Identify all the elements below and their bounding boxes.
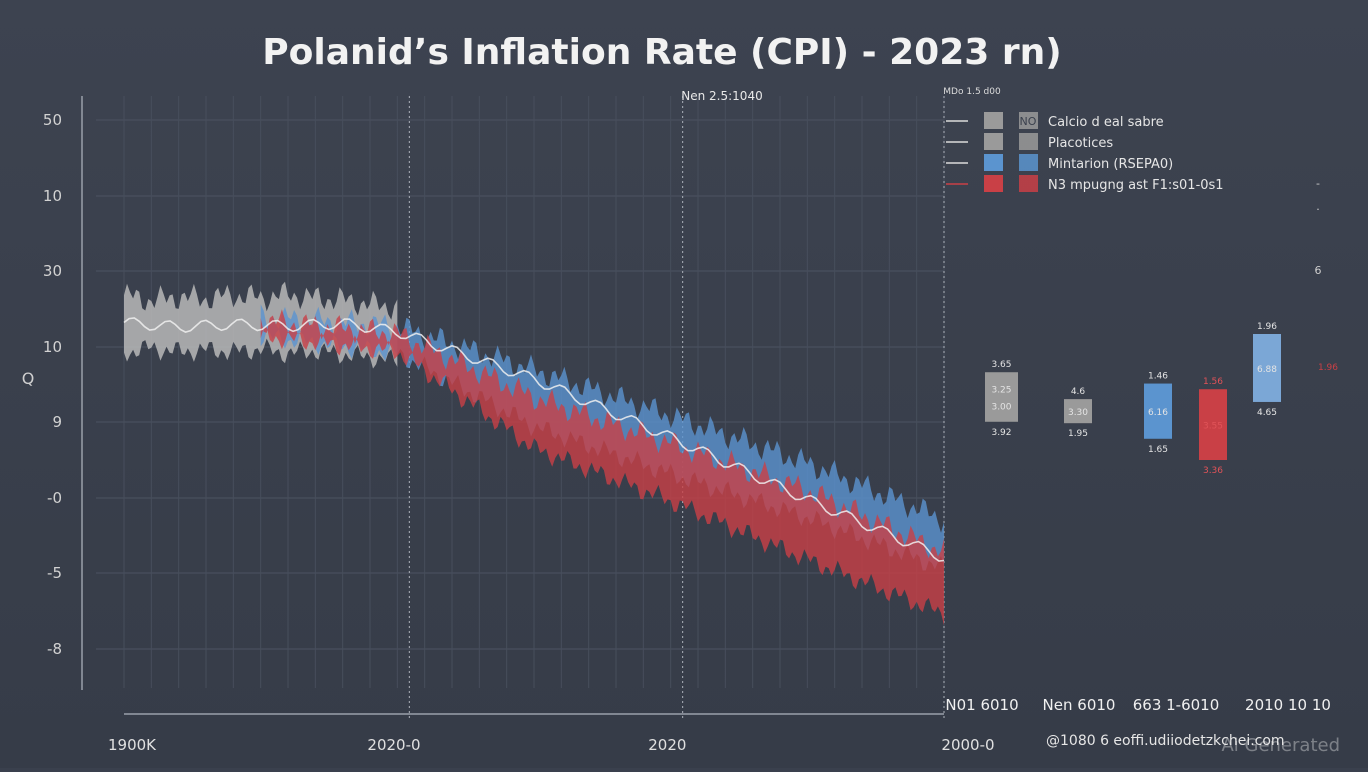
labels-layer: 50 10 30 10 9 -0 -5 -8 1900K 2020-0 2020 2000-0 3.65… [43, 111, 1338, 754]
y-tick-label: 50 [43, 111, 62, 129]
bar-label: 1.56 [1203, 377, 1223, 387]
y-tick-label: 30 [43, 262, 62, 280]
floating-bar [1199, 389, 1227, 460]
bar-label: 3.55 [1203, 422, 1223, 432]
legend-swatch-2 [1019, 133, 1038, 150]
bar-label: 3.30 [1068, 408, 1088, 418]
bar-label: 1.95 [1068, 429, 1088, 439]
chart-subtitle: Nen 2.5:1040 [681, 89, 762, 103]
right-edge-label: - [1316, 177, 1320, 190]
legend-swatch-2 [1019, 154, 1038, 171]
legend-header: MDo 1.5 d00 [943, 87, 1001, 97]
legend-label: Calcio d eal sabre [1048, 115, 1164, 130]
legend-code: NO [1020, 115, 1037, 128]
y-tick-label: 10 [43, 187, 62, 205]
bar-label: 3.65 [991, 360, 1011, 370]
legend: Calcio d eal sabre NO Placotices Mintarion … [946, 112, 1224, 193]
right-edge-label: . [1316, 200, 1320, 213]
bar-category-label: 2010 10 10 [1245, 696, 1331, 714]
bar-category-label: Nen 6010 [1043, 696, 1116, 714]
bars-layer [985, 334, 1281, 460]
bar-label: 3.36 [1203, 466, 1223, 476]
legend-swatch [984, 154, 1003, 171]
bar-label: 3.00 [991, 402, 1011, 412]
footer-credit: @1080 6 eoffi.udiiodetzkchei.com [1046, 733, 1285, 749]
bar-label: 1.65 [1148, 445, 1168, 455]
bar-label: 4.65 [1257, 408, 1277, 418]
y-axis-label: Q [22, 369, 35, 388]
floating-bar [985, 372, 1018, 422]
bar-label: 4.6 [1071, 387, 1086, 397]
legend-label: Placotices [1048, 136, 1113, 151]
x-tick-label: 1900K [108, 736, 157, 754]
ai-watermark: Ai Generated [1221, 735, 1340, 756]
trend-line [123, 317, 945, 562]
y-tick-label: 10 [43, 338, 62, 356]
floating-bar [1064, 399, 1092, 424]
right-edge-label: 1.96 [1318, 363, 1338, 373]
series-band [260, 309, 944, 626]
chart-title: Polanid’s Inflation Rate (CPI) - 2023 rn… [262, 32, 1061, 73]
y-tick-label: -8 [47, 640, 62, 658]
floating-bar [1253, 334, 1281, 402]
floating-bar [1144, 383, 1172, 439]
bar-label: 6.88 [1257, 365, 1277, 375]
y-tick-label: -5 [47, 564, 62, 582]
x-tick-label: 2020 [648, 736, 686, 754]
bar-label: 1.96 [1257, 322, 1277, 332]
x-tick-label: 2000-0 [941, 736, 994, 754]
right-edge-label: 6 [1315, 264, 1322, 277]
legend-swatch [984, 112, 1003, 129]
y-tick-label: -0 [47, 489, 62, 507]
legend-swatch [984, 175, 1003, 192]
x-tick-label: 2020-0 [367, 736, 420, 754]
bar-category-label: N01 6010 [945, 696, 1018, 714]
bar-label: 3.25 [991, 386, 1011, 396]
legend-swatch [984, 133, 1003, 150]
legend-label: N3 mpugng ast F1:s01-0s1 [1048, 178, 1224, 193]
legend-label: Mintarion (RSEPA0) [1048, 157, 1173, 172]
bar-label: 3.92 [991, 428, 1011, 438]
series-layer [123, 281, 945, 626]
bar-category-label: 663 1-6010 [1133, 696, 1220, 714]
legend-swatch-2 [1019, 112, 1038, 129]
bar-label: 1.46 [1148, 372, 1168, 382]
y-tick-label: 9 [52, 413, 62, 431]
legend-swatch-2 [1019, 175, 1038, 192]
bar-label: 6.16 [1148, 408, 1168, 418]
